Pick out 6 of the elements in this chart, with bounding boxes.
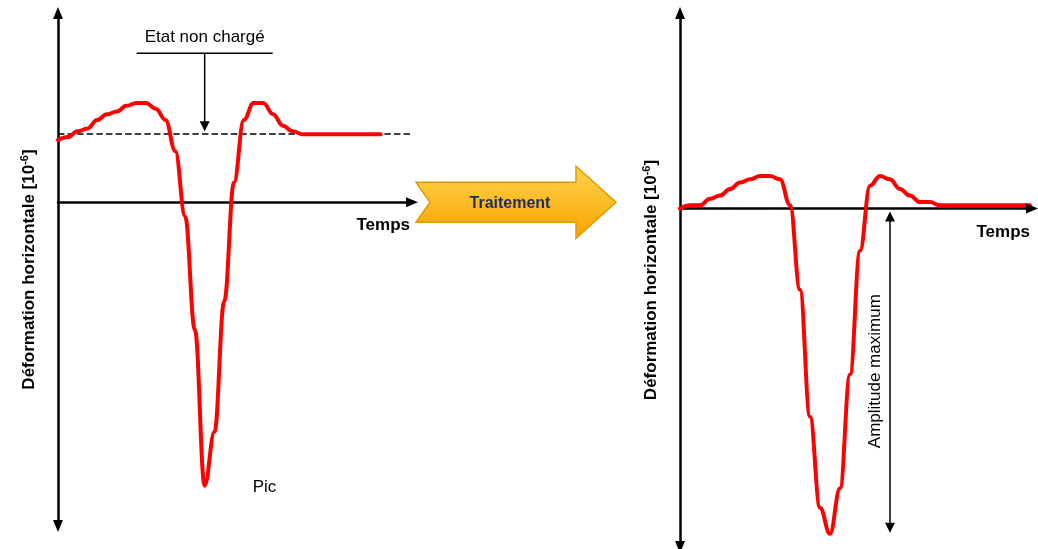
annotation: Amplitude maximum	[865, 294, 884, 449]
x-axis-title: Temps	[976, 221, 1030, 241]
annotation: Pic	[252, 476, 277, 496]
text: Traitement	[469, 194, 552, 212]
x-axis-title: Temps	[356, 215, 410, 235]
ref-line-label: Etat non chargé	[144, 27, 265, 47]
